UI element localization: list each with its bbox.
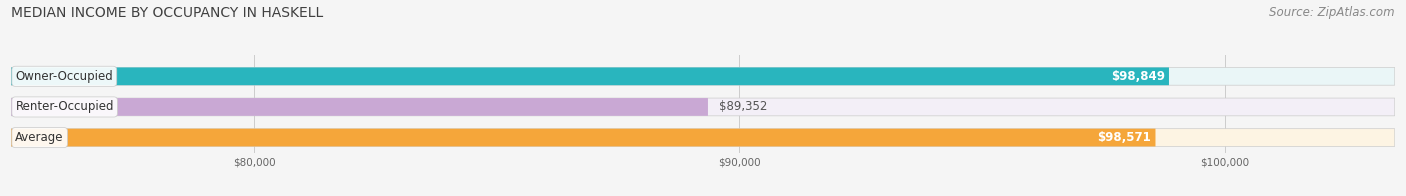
- Text: Source: ZipAtlas.com: Source: ZipAtlas.com: [1270, 6, 1395, 19]
- FancyBboxPatch shape: [11, 98, 1395, 116]
- Text: Owner-Occupied: Owner-Occupied: [15, 70, 112, 83]
- FancyBboxPatch shape: [11, 129, 1395, 146]
- FancyBboxPatch shape: [11, 129, 1156, 146]
- Text: Renter-Occupied: Renter-Occupied: [15, 100, 114, 113]
- Text: MEDIAN INCOME BY OCCUPANCY IN HASKELL: MEDIAN INCOME BY OCCUPANCY IN HASKELL: [11, 6, 323, 20]
- Text: Average: Average: [15, 131, 63, 144]
- FancyBboxPatch shape: [11, 98, 709, 116]
- FancyBboxPatch shape: [11, 67, 1395, 85]
- FancyBboxPatch shape: [11, 67, 1168, 85]
- Text: $89,352: $89,352: [718, 100, 768, 113]
- Text: $98,849: $98,849: [1111, 70, 1164, 83]
- Text: $98,571: $98,571: [1098, 131, 1152, 144]
